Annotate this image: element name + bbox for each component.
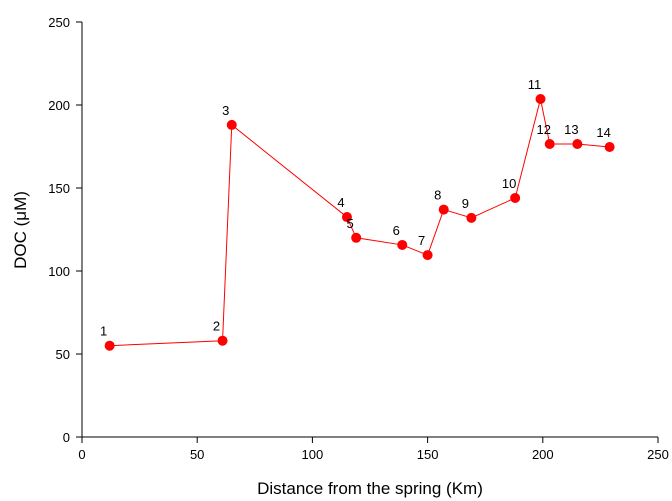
data-point xyxy=(466,212,477,223)
point-label: 5 xyxy=(347,216,354,231)
data-point xyxy=(226,119,237,130)
data-point xyxy=(572,139,583,150)
data-point xyxy=(341,212,352,223)
series-line xyxy=(109,98,610,347)
data-point xyxy=(104,340,115,351)
y-tick-label: 200 xyxy=(48,98,70,113)
data-point xyxy=(351,232,362,243)
data-point xyxy=(438,204,449,215)
y-tick-label: 250 xyxy=(48,15,70,30)
y-tick-label: 0 xyxy=(63,430,70,445)
x-axis-title: Distance from the spring (Km) xyxy=(257,479,483,498)
y-tick-label: 150 xyxy=(48,181,70,196)
data-point xyxy=(604,141,615,152)
data-point xyxy=(217,335,228,346)
point-label: 9 xyxy=(462,196,469,211)
data-point xyxy=(422,250,433,261)
point-label: 14 xyxy=(596,125,610,140)
point-label: 8 xyxy=(434,188,441,203)
point-label: 7 xyxy=(418,233,425,248)
data-point xyxy=(535,94,546,105)
data-point xyxy=(510,192,521,203)
point-label: 6 xyxy=(393,223,400,238)
point-label: 4 xyxy=(337,195,344,210)
point-label: 11 xyxy=(528,77,542,92)
point-label: 12 xyxy=(536,122,550,137)
x-tick-label: 250 xyxy=(647,447,669,462)
y-tick-label: 100 xyxy=(48,264,70,279)
data-point xyxy=(544,139,555,150)
point-label: 1 xyxy=(100,324,107,339)
y-tick-label: 50 xyxy=(56,347,70,362)
x-tick-label: 50 xyxy=(190,447,204,462)
x-tick-label: 150 xyxy=(417,447,439,462)
x-tick-label: 100 xyxy=(302,447,324,462)
x-tick-label: 0 xyxy=(78,447,85,462)
x-tick-label: 200 xyxy=(532,447,554,462)
point-label: 2 xyxy=(213,319,220,334)
point-label: 13 xyxy=(564,122,578,137)
y-axis-title: DOC (μM) xyxy=(11,191,30,269)
point-label: 10 xyxy=(502,176,516,191)
point-label: 3 xyxy=(222,103,229,118)
data-point xyxy=(397,239,408,250)
